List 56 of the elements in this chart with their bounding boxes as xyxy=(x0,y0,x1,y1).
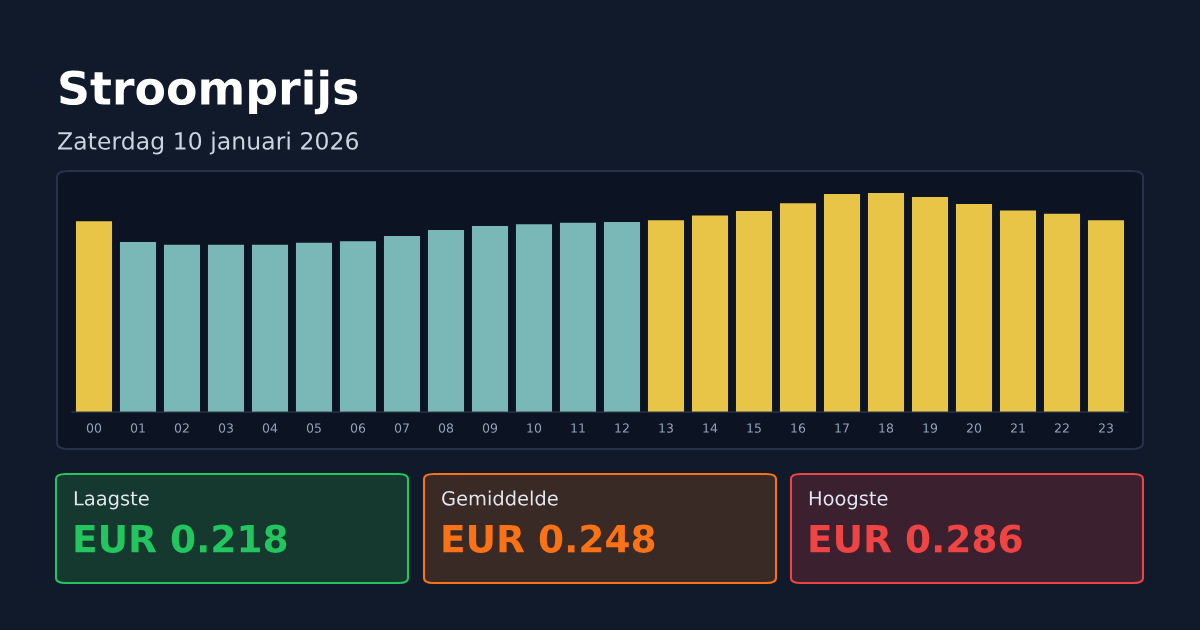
x-tick-label: 08 xyxy=(438,423,454,433)
bar xyxy=(955,204,993,412)
x-tick-label: 21 xyxy=(1010,423,1025,433)
bar xyxy=(779,203,817,412)
bar xyxy=(1087,220,1125,412)
x-tick-label: 04 xyxy=(262,423,278,433)
bar xyxy=(911,197,949,412)
bar xyxy=(163,244,201,412)
bar xyxy=(471,226,509,412)
x-tick-label: 06 xyxy=(350,423,366,433)
text: EUR 0.218 xyxy=(75,524,287,553)
chart-subtitle: Zaterdag 10 januari 2026 xyxy=(58,131,359,155)
bar xyxy=(339,241,377,412)
bar xyxy=(647,220,685,412)
x-tick-label: 17 xyxy=(835,423,849,433)
x-tick-label: 02 xyxy=(174,423,189,433)
bar xyxy=(383,236,421,412)
x-tick-label: 13 xyxy=(659,423,673,433)
x-tick-label: 14 xyxy=(703,423,718,433)
bar xyxy=(1043,213,1081,412)
bar xyxy=(119,242,157,412)
x-tick-label: 16 xyxy=(791,423,806,433)
bar xyxy=(207,244,245,412)
bar xyxy=(251,244,289,412)
bar xyxy=(515,224,553,412)
bar xyxy=(75,221,113,412)
x-tick-label: 15 xyxy=(747,423,761,433)
bar xyxy=(295,242,333,412)
x-tick-label: 03 xyxy=(218,423,233,433)
x-tick-label: 19 xyxy=(923,423,938,433)
x-tick-label: 22 xyxy=(1054,423,1069,433)
bar xyxy=(603,222,641,412)
x-tick-label: 09 xyxy=(482,423,498,433)
bar xyxy=(691,215,729,412)
bar xyxy=(427,229,465,412)
chart-title: Stroomprijs xyxy=(60,69,358,115)
bar xyxy=(735,210,773,412)
text: Hoogste xyxy=(809,491,888,510)
x-tick-label: 07 xyxy=(394,423,409,433)
bar xyxy=(823,194,861,412)
x-tick-label: 20 xyxy=(966,423,982,433)
text: EUR 0.286 xyxy=(810,524,1022,553)
x-tick-label: 10 xyxy=(527,423,542,433)
bar xyxy=(559,222,597,412)
bar xyxy=(867,192,905,412)
text: Laagste xyxy=(74,491,149,510)
text: Gemiddelde xyxy=(442,490,558,506)
text: EUR 0.248 xyxy=(443,524,655,553)
x-tick-label: 00 xyxy=(86,423,102,433)
x-tick-label: 01 xyxy=(130,423,145,433)
x-tick-label: 11 xyxy=(571,423,585,433)
x-tick-label: 18 xyxy=(879,423,894,433)
x-tick-label: 12 xyxy=(615,423,629,433)
x-tick-label: 05 xyxy=(306,423,321,433)
bar xyxy=(999,210,1037,412)
x-tick-label: 23 xyxy=(1098,423,1113,433)
